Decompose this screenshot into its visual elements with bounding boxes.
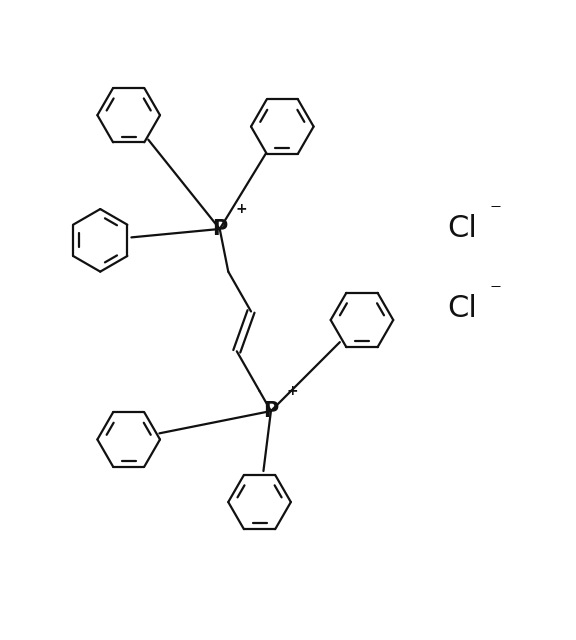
Text: +: + [287,384,298,398]
Text: ⁻: ⁻ [490,200,502,223]
Text: P: P [212,219,228,239]
Text: +: + [236,202,247,216]
Text: Cl: Cl [448,214,477,243]
Text: P: P [263,401,279,421]
Text: Cl: Cl [448,294,477,323]
Text: ⁻: ⁻ [490,280,502,303]
